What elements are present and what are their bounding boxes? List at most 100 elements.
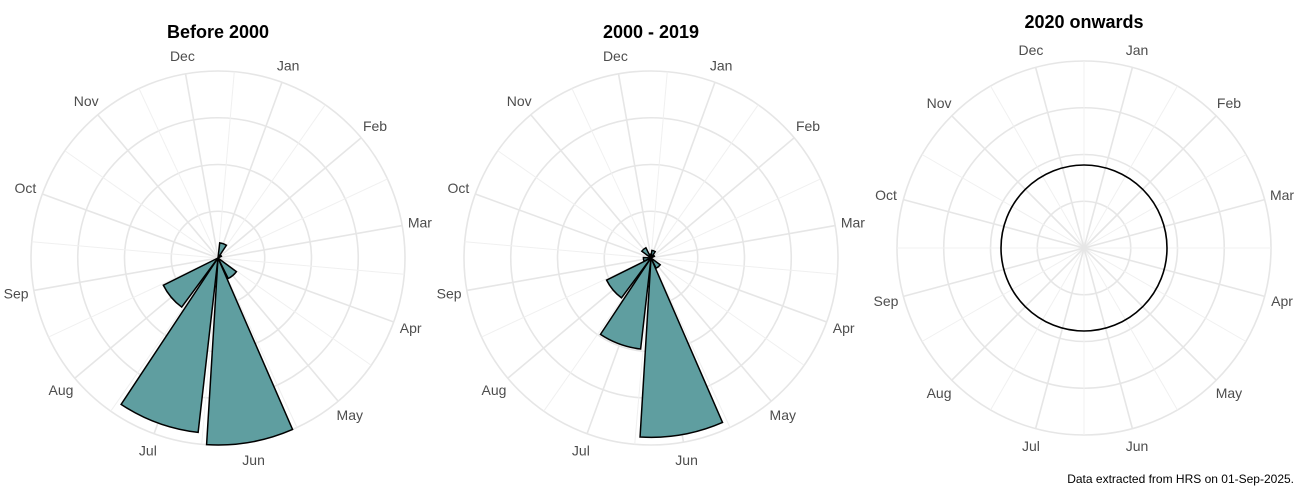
grid-spoke-minor: [921, 247, 1085, 342]
month-label-mar: Mar: [408, 214, 432, 230]
grid-spoke-minor: [650, 257, 838, 275]
bar-aug: [162, 257, 219, 309]
month-label-oct: Oct: [447, 180, 469, 196]
month-label-may: May: [1216, 385, 1242, 401]
grid-spoke-minor: [1083, 85, 1178, 249]
grid-spoke-minor: [64, 150, 219, 259]
grid-spoke: [650, 257, 772, 402]
month-label-feb: Feb: [363, 118, 387, 134]
month-label-jan: Jan: [1126, 42, 1149, 58]
month-label-dec: Dec: [170, 48, 195, 64]
grid-spoke-minor: [217, 104, 326, 259]
grid-spoke: [650, 257, 827, 323]
grid-spoke: [33, 257, 219, 292]
grid-spoke: [1083, 67, 1134, 249]
month-label-jun: Jun: [1126, 438, 1149, 454]
grid-spoke-minor: [634, 257, 652, 445]
grid-spoke: [217, 137, 362, 259]
month-label-nov: Nov: [74, 93, 99, 109]
grid-spoke-minor: [481, 257, 652, 338]
month-label-oct: Oct: [875, 187, 897, 203]
month-label-apr: Apr: [1271, 293, 1293, 309]
grid-spoke: [1034, 67, 1085, 249]
grid-spoke: [650, 82, 716, 259]
month-label-jun: Jun: [675, 452, 698, 468]
month-label-may: May: [337, 407, 363, 423]
month-label-jun: Jun: [242, 452, 265, 468]
grid-spoke-minor: [1083, 247, 1247, 342]
month-label-nov: Nov: [927, 95, 952, 111]
bar-jun: [639, 257, 724, 439]
month-label-jan: Jan: [277, 57, 300, 73]
grid-spoke-minor: [138, 88, 219, 259]
month-label-apr: Apr: [400, 320, 422, 336]
grid-spoke-minor: [990, 85, 1085, 249]
grid-spoke-minor: [217, 257, 405, 275]
grid-spoke: [475, 193, 652, 259]
grid-spoke: [617, 73, 652, 259]
month-label-dec: Dec: [1018, 42, 1043, 58]
month-label-mar: Mar: [841, 214, 865, 230]
month-label-aug: Aug: [481, 382, 506, 398]
grid-spoke: [951, 115, 1085, 249]
grid-spoke: [217, 257, 394, 323]
grid-spoke: [217, 224, 403, 259]
grid-spoke-minor: [571, 88, 652, 259]
grid-spoke: [530, 114, 652, 259]
panel-title: 2000 - 2019: [603, 22, 699, 42]
bar-may: [217, 257, 238, 280]
grid-spoke: [217, 257, 339, 402]
bar-jul: [599, 257, 652, 350]
grid-spoke: [650, 137, 795, 259]
month-label-sep: Sep: [4, 286, 29, 302]
grid-spoke-minor: [650, 178, 821, 259]
grid-spoke-minor: [650, 257, 731, 428]
grid-spoke-minor: [48, 257, 219, 338]
bar-feb: [217, 253, 223, 259]
grid-spoke: [184, 73, 219, 259]
grid-spoke-minor: [543, 257, 652, 412]
grid-spoke-minor: [650, 257, 805, 366]
month-label-sep: Sep: [874, 293, 899, 309]
grid-spoke-minor: [1083, 154, 1247, 249]
month-label-mar: Mar: [1270, 187, 1294, 203]
bar-sep: [642, 256, 652, 263]
bar-jun: [205, 257, 294, 446]
month-label-feb: Feb: [796, 118, 820, 134]
bar-dec: [648, 253, 653, 259]
empty-series-ring: [1000, 164, 1168, 332]
grid-spoke-minor: [990, 247, 1085, 411]
grid-spoke: [1083, 198, 1265, 249]
month-label-feb: Feb: [1217, 95, 1241, 111]
month-label-sep: Sep: [437, 286, 462, 302]
grid-spoke-minor: [110, 257, 219, 412]
month-label-aug: Aug: [48, 382, 73, 398]
grid-spoke: [903, 247, 1085, 298]
grid-spoke: [217, 82, 283, 259]
grid-spoke-minor: [217, 71, 235, 259]
month-label-oct: Oct: [14, 180, 36, 196]
grid-spoke-minor: [217, 178, 388, 259]
grid-spoke-minor: [31, 241, 219, 259]
grid-spoke: [1083, 247, 1134, 429]
bar-aug: [605, 257, 652, 299]
month-label-aug: Aug: [927, 385, 952, 401]
polar-chart-panel-2: 2000 - 2019 Jan Feb Mar Apr May Jun Jul Aug Sep Oc…: [437, 22, 866, 468]
grid-ring: [463, 70, 839, 446]
month-label-jul: Jul: [1022, 438, 1040, 454]
polar-chart-panel-3: 2020 onwards Jan Feb Mar Apr May Jun Jul Aug Sep O…: [874, 12, 1295, 454]
panel-title: Before 2000: [167, 22, 269, 42]
grid-spoke-minor: [201, 257, 219, 445]
grid-spoke: [903, 198, 1085, 249]
grid-spoke: [650, 224, 836, 259]
month-label-jul: Jul: [139, 443, 157, 459]
grid-spoke: [1083, 115, 1217, 249]
grid-spoke-minor: [217, 257, 298, 428]
bar-nov: [640, 246, 652, 259]
grid-spoke-minor: [217, 257, 372, 366]
grid-spoke-minor: [1083, 247, 1178, 411]
panel-title: 2020 onwards: [1024, 12, 1143, 32]
polar-chart-panel-1: Before 2000 Jan Feb Mar Apr May Jun Jul Aug Sep Oc…: [4, 22, 433, 468]
grid-spoke: [951, 247, 1085, 381]
